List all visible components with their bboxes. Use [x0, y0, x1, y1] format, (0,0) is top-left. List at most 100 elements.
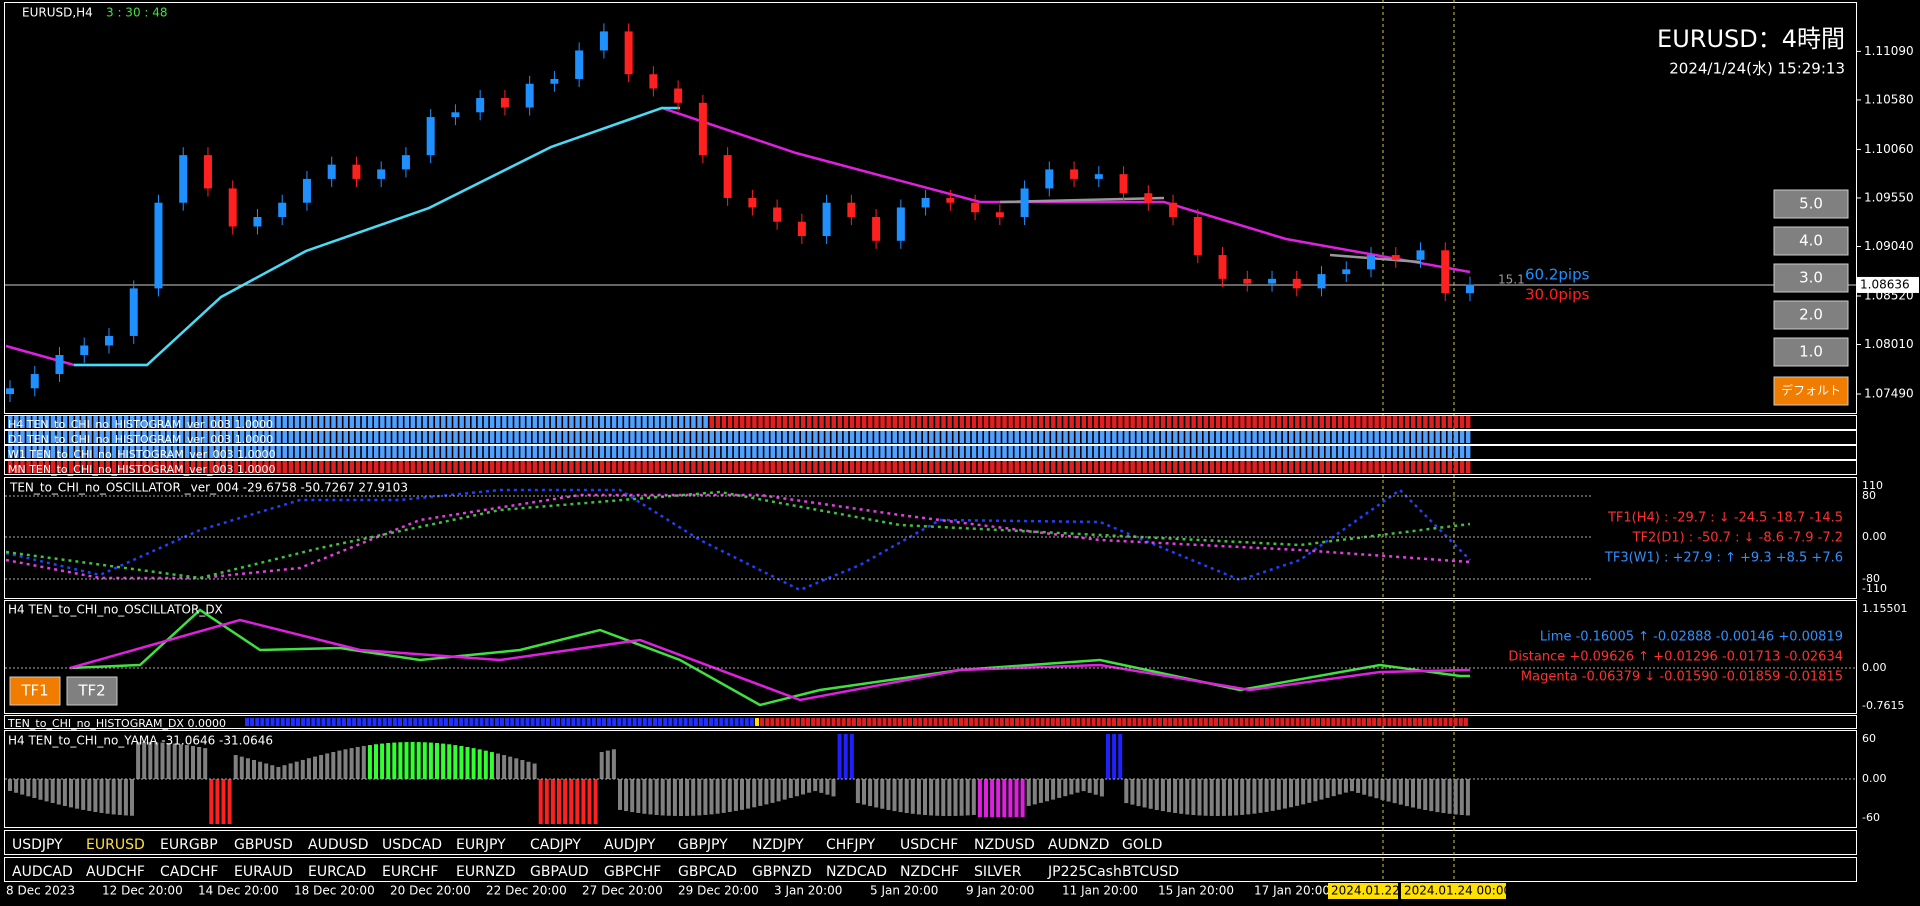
- symbol-button[interactable]: JP225Cash: [1047, 864, 1122, 880]
- symbol-button[interactable]: GBPNZD: [752, 864, 812, 880]
- symbol-button[interactable]: EURNZD: [456, 864, 516, 880]
- hist-cell: [648, 446, 653, 458]
- symbol-button[interactable]: EURUSD: [86, 837, 145, 853]
- symbol-button[interactable]: USDJPY: [12, 837, 63, 853]
- zoom-button[interactable]: [1773, 300, 1849, 330]
- hist-cell: [75, 416, 80, 428]
- yama-bar: [672, 779, 677, 816]
- symbol-button[interactable]: SILVER: [974, 864, 1022, 880]
- hist-cell: [1459, 461, 1465, 473]
- hist-cell: [319, 446, 324, 458]
- symbol-button[interactable]: GBPCAD: [678, 864, 737, 880]
- hist-cell: [715, 446, 721, 458]
- symbol-button[interactable]: EURJPY: [456, 837, 506, 853]
- tf-button[interactable]: [66, 676, 118, 706]
- hist-cell: [1325, 431, 1331, 443]
- hist-dx-cell: [1101, 718, 1106, 726]
- symbol-button[interactable]: GOLD: [1122, 837, 1162, 853]
- symbol-button[interactable]: NZDCAD: [826, 864, 887, 880]
- hist-cell: [276, 446, 281, 458]
- hist-cell: [1295, 446, 1300, 458]
- symbol-button[interactable]: GBPUSD: [234, 837, 293, 853]
- hist-cell: [770, 431, 775, 443]
- symbol-button[interactable]: AUDNZD: [1048, 837, 1109, 853]
- zoom-button[interactable]: [1773, 337, 1849, 367]
- symbol-button[interactable]: AUDCAD: [12, 864, 73, 880]
- hist-cell: [471, 461, 477, 473]
- symbol-button[interactable]: GBPCHF: [604, 864, 661, 880]
- hist-cell: [532, 461, 538, 473]
- symbol-button[interactable]: AUDUSD: [308, 837, 369, 853]
- yama-bar: [855, 779, 860, 804]
- hist-cell: [746, 446, 751, 458]
- hist-cell: [1142, 461, 1148, 473]
- hist-cell: [941, 416, 946, 428]
- zoom-button[interactable]: [1773, 189, 1849, 219]
- symbol-button[interactable]: CHFJPY: [826, 837, 876, 853]
- hist-cell: [300, 431, 306, 443]
- symbol-button[interactable]: NZDCHF: [900, 864, 959, 880]
- symbol-button[interactable]: GBPAUD: [530, 864, 589, 880]
- yama-bar: [1093, 779, 1098, 795]
- hist-dx-cell: [1438, 718, 1443, 726]
- hist-dx-cell: [1249, 718, 1254, 726]
- yama-bar: [136, 742, 141, 779]
- hist-cell: [886, 446, 891, 458]
- hist-cell: [343, 416, 348, 428]
- hist-cell: [715, 416, 721, 428]
- yama-bar: [971, 779, 976, 815]
- yama-bar: [154, 742, 159, 779]
- symbol-button[interactable]: EURCAD: [308, 864, 366, 880]
- yama-bar: [624, 779, 629, 812]
- symbol-button[interactable]: EURGBP: [160, 837, 218, 853]
- default-button[interactable]: [1773, 376, 1849, 406]
- hist-dx-cell: [948, 718, 953, 726]
- symbol-button[interactable]: AUDJPY: [604, 837, 656, 853]
- yama-bar: [1264, 779, 1269, 812]
- hist-cell: [874, 431, 879, 443]
- hist-cell: [618, 431, 623, 443]
- hist-cell: [1435, 461, 1440, 473]
- yama-bar: [587, 779, 592, 824]
- hist-cell: [343, 461, 348, 473]
- hist-cell: [465, 416, 470, 428]
- symbol-button[interactable]: NZDJPY: [752, 837, 804, 853]
- symbol-button[interactable]: EURCHF: [382, 864, 438, 880]
- symbol-button[interactable]: EURAUD: [234, 864, 293, 880]
- symbol-button[interactable]: BTCUSD: [1122, 864, 1179, 880]
- zoom-button[interactable]: [1773, 263, 1849, 293]
- yama-bar: [1142, 779, 1147, 808]
- hist-cell: [770, 446, 775, 458]
- symbol-button[interactable]: CADJPY: [530, 837, 581, 853]
- osc-line: TF1(H4) : -29.7 : ↓ -24.5 -18.7 -14.5: [1607, 511, 1843, 526]
- hist-cell: [1020, 431, 1026, 443]
- symbol-button[interactable]: AUDCHF: [86, 864, 145, 880]
- tf-button[interactable]: [9, 676, 61, 706]
- hist-cell: [75, 461, 80, 473]
- symbol-button[interactable]: CADCHF: [160, 864, 219, 880]
- hist-cell: [221, 461, 226, 473]
- hist-cell: [868, 416, 873, 428]
- hist-cell: [1057, 416, 1062, 428]
- hist-dx-cell: [1122, 718, 1127, 726]
- hist-cell: [837, 461, 843, 473]
- hist-cell: [130, 446, 135, 458]
- hist-cell: [1106, 431, 1111, 443]
- symbol-button[interactable]: USDCAD: [382, 837, 442, 853]
- symbol-button[interactable]: GBPJPY: [678, 837, 728, 853]
- hist-cell: [1197, 461, 1202, 473]
- hist-cell: [203, 446, 208, 458]
- hist-cell: [1209, 416, 1215, 428]
- hist-cell: [14, 431, 19, 443]
- yama-bar: [1124, 779, 1129, 804]
- hist-cell: [794, 431, 800, 443]
- symbol-button[interactable]: USDCHF: [900, 837, 958, 853]
- hist-cell: [807, 431, 812, 443]
- zoom-button[interactable]: [1773, 226, 1849, 256]
- hist-cell: [508, 446, 513, 458]
- hist-cell: [245, 416, 251, 428]
- symbol-button[interactable]: NZDUSD: [974, 837, 1035, 853]
- hist-dx-cell: [979, 718, 984, 726]
- yama-bar: [1203, 779, 1208, 816]
- price-label: 1.10060: [1864, 142, 1914, 156]
